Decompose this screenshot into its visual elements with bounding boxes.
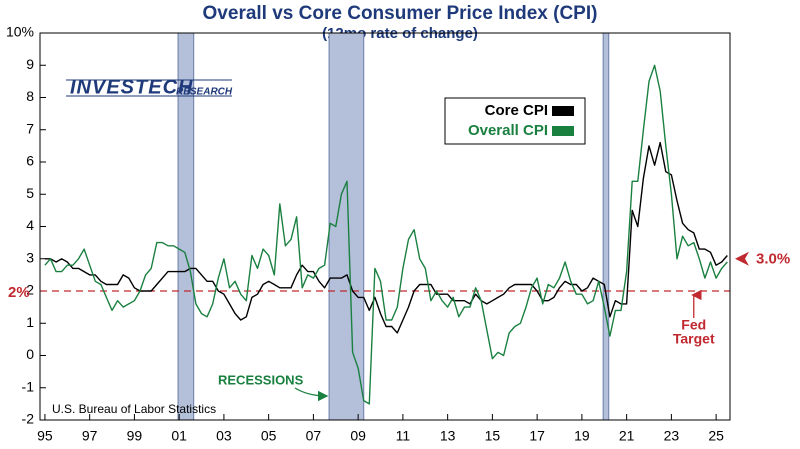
y-tick-label: 7	[26, 120, 34, 136]
legend-swatch	[552, 126, 574, 136]
x-tick-label: 03	[216, 428, 232, 444]
x-tick-label: 19	[574, 428, 590, 444]
recession-label: RECESSIONS	[218, 372, 304, 387]
x-tick-label: 07	[306, 428, 322, 444]
y-tick-label: 6	[26, 153, 34, 169]
y-tick-label: 5	[26, 185, 34, 201]
legend-swatch	[552, 106, 574, 116]
x-tick-label: 21	[619, 428, 635, 444]
x-tick-label: 17	[529, 428, 545, 444]
x-tick-label: 05	[261, 428, 277, 444]
legend-label: Core CPI	[485, 102, 548, 119]
recession-arrow	[294, 387, 329, 402]
series-line	[44, 64, 728, 405]
y-tick-label: 8	[26, 88, 34, 104]
x-tick-label: 97	[82, 428, 98, 444]
y-tick-label: 4	[26, 217, 34, 233]
plot-frame	[39, 32, 731, 421]
x-tick-label: 23	[664, 428, 680, 444]
y-tick-label: 10%	[6, 24, 34, 40]
target-label: Fed	[681, 317, 706, 333]
x-tick-label: 95	[37, 428, 53, 444]
logo-text: INVESTECH	[70, 76, 193, 98]
logo: INVESTECH RESEARCH	[66, 76, 233, 98]
x-tick-label: 09	[350, 428, 366, 444]
logo-subtext: RESEARCH	[176, 87, 233, 98]
x-tick-label: 25	[708, 428, 724, 444]
recession-band	[602, 32, 610, 421]
last-value-label: 3.0%	[756, 251, 790, 268]
recession-band	[328, 32, 365, 421]
y-tick-label: 2	[26, 282, 34, 298]
series-line	[44, 141, 728, 334]
source-note: U.S. Bureau of Labor Statistics	[52, 402, 216, 416]
legend-label: Overall CPI	[468, 122, 548, 139]
x-tick-label: 15	[485, 428, 501, 444]
x-tick-label: 13	[440, 428, 456, 444]
target-label: Target	[673, 331, 715, 347]
y-tick-label: 0	[26, 346, 34, 362]
annotation-arrow	[735, 251, 749, 266]
x-tick-label: 99	[127, 428, 143, 444]
chart-title: Overall vs Core Consumer Price Index (CP…	[203, 3, 598, 24]
y-tick-label: 3	[26, 249, 34, 265]
y-tick-label: 1	[26, 314, 34, 330]
x-tick-label: 11	[396, 428, 411, 444]
legend: Core CPI Overall CPI	[444, 97, 586, 145]
legend-box	[444, 97, 586, 145]
y-tick-label: -2	[22, 411, 35, 427]
y-tick-label: 9	[26, 56, 34, 72]
x-tick-label: 01	[171, 428, 187, 444]
y-tick-label: -1	[22, 378, 35, 394]
reference-label: 2%	[8, 284, 30, 301]
